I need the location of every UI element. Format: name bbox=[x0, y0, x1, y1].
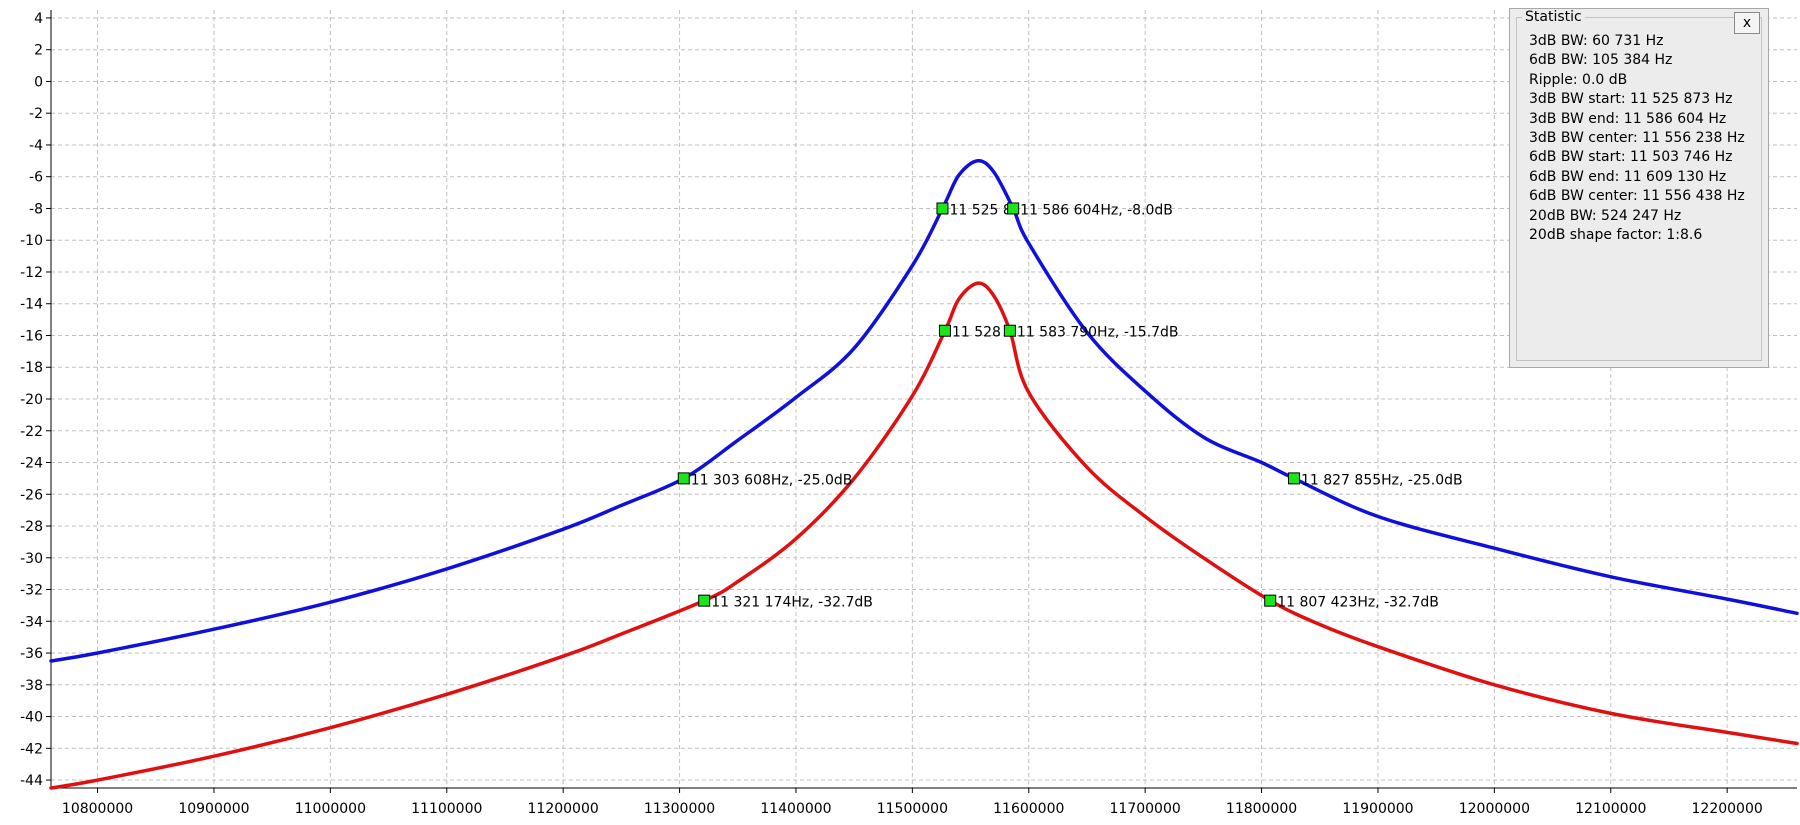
x-tick-label: 11700000 bbox=[1110, 801, 1181, 817]
marker-point bbox=[938, 324, 951, 337]
x-tick-label: 10900000 bbox=[178, 801, 249, 817]
x-tick-label: 11500000 bbox=[877, 801, 948, 817]
marker-point bbox=[1264, 594, 1277, 607]
marker-label: 11 586 604Hz, -8.0dB bbox=[1020, 202, 1173, 218]
y-tick-label: -34 bbox=[20, 614, 43, 630]
marker-point bbox=[936, 202, 949, 215]
statistic-line: 3dB BW: 60 731 Hz bbox=[1529, 33, 1664, 49]
marker-label: 11 528 bbox=[952, 325, 1001, 341]
statistic-line: 3dB BW start: 11 525 873 Hz bbox=[1529, 91, 1733, 108]
y-tick-label: -38 bbox=[20, 678, 43, 694]
series-line-2 bbox=[49, 281, 1799, 790]
y-tick-label: -4 bbox=[29, 138, 43, 154]
statistic-line: 6dB BW end: 11 609 130 Hz bbox=[1529, 168, 1727, 185]
series bbox=[49, 159, 1799, 790]
statistic-title: Statistic bbox=[1522, 9, 1585, 25]
statistic-line: Ripple: 0.0 dB bbox=[1529, 71, 1628, 88]
y-tick-label: -40 bbox=[20, 710, 43, 726]
marker-label: 11 303 608Hz, -25.0dB bbox=[691, 472, 853, 488]
statistic-line: 3dB BW end: 11 586 604 Hz bbox=[1529, 110, 1727, 127]
grid bbox=[51, 10, 1797, 788]
x-tick-label: 12200000 bbox=[1692, 801, 1763, 817]
statistic-panel[interactable]: Statistic x 3dB BW: 60 731 Hz 6dB BW: 105… bbox=[1509, 8, 1769, 368]
y-tick-label: -44 bbox=[20, 773, 43, 789]
statistic-line: 6dB BW center: 11 556 438 Hz bbox=[1529, 188, 1745, 205]
y-tick-label: 0 bbox=[34, 74, 43, 90]
marker: 11 528 bbox=[938, 324, 1001, 341]
statistic-line: 20dB BW: 524 247 Hz bbox=[1529, 207, 1682, 224]
y-tick-label: -12 bbox=[20, 265, 43, 281]
y-tick-label: -30 bbox=[20, 551, 43, 567]
marker-point bbox=[1003, 324, 1016, 337]
y-tick-label: -32 bbox=[20, 583, 43, 599]
marker: 11 827 855Hz, -25.0dB bbox=[1287, 472, 1463, 488]
y-tick-label: -18 bbox=[20, 360, 43, 376]
markers: 11 525 8 11 586 604Hz, -8.0dB 11 528 11 583… bbox=[677, 202, 1463, 611]
marker-point bbox=[1287, 472, 1300, 485]
statistic-line: 6dB BW: 105 384 Hz bbox=[1529, 52, 1673, 69]
x-tick-label: 11000000 bbox=[295, 801, 366, 817]
marker-label: 11 321 174Hz, -32.7dB bbox=[711, 595, 873, 611]
statistic-lines: 3dB BW: 60 731 Hz 6dB BW: 105 384 Hz Rippl… bbox=[1529, 32, 1745, 245]
close-button[interactable]: x bbox=[1734, 12, 1760, 34]
marker-point bbox=[677, 472, 690, 485]
y-tick-label: -10 bbox=[20, 233, 43, 249]
x-tick-label: 12000000 bbox=[1459, 801, 1530, 817]
y-tick-labels: 4 2 0 -2 -4 -6 -8 -10 -12 -14 -16 -18 -20 -22 -24 -26 -2… bbox=[20, 11, 43, 789]
x-tick-labels: 10800000 10900000 11000000 11100000 11200000… bbox=[62, 801, 1763, 817]
marker-point bbox=[698, 594, 711, 607]
y-tick-label: -36 bbox=[20, 646, 43, 662]
y-tick-label: -8 bbox=[29, 201, 43, 217]
marker: 11 525 8 bbox=[936, 202, 1012, 218]
x-tick-label: 11600000 bbox=[993, 801, 1064, 817]
series-line-1 bbox=[49, 159, 1799, 663]
statistic-line: 20dB shape factor: 1:8.6 bbox=[1529, 227, 1703, 244]
y-tick-label: -2 bbox=[29, 106, 43, 122]
statistic-line: 6dB BW start: 11 503 746 Hz bbox=[1529, 149, 1733, 166]
y-tick-label: -28 bbox=[20, 519, 43, 535]
y-tick-label: -20 bbox=[20, 392, 43, 408]
marker: 11 807 423Hz, -32.7dB bbox=[1264, 594, 1439, 611]
x-tick-label: 11300000 bbox=[644, 801, 715, 817]
marker-label: 11 525 8 bbox=[949, 202, 1011, 218]
x-tick-label: 11900000 bbox=[1342, 801, 1413, 817]
marker: 11 586 604Hz, -8.0dB bbox=[1007, 202, 1173, 218]
y-tick-label: -24 bbox=[20, 456, 43, 472]
axes bbox=[46, 10, 1797, 793]
x-tick-label: 11200000 bbox=[528, 801, 599, 817]
x-tick-label: 12100000 bbox=[1575, 801, 1646, 817]
marker-label: 11 583 790Hz, -15.7dB bbox=[1017, 325, 1179, 341]
y-tick-label: -14 bbox=[20, 297, 43, 313]
x-tick-label: 11400000 bbox=[760, 801, 831, 817]
marker: 11 321 174Hz, -32.7dB bbox=[698, 594, 873, 611]
x-tick-label: 11100000 bbox=[411, 801, 482, 817]
marker-point bbox=[1007, 202, 1020, 215]
y-tick-label: -22 bbox=[20, 424, 43, 440]
x-tick-label: 10800000 bbox=[62, 801, 133, 817]
y-tick-label: -26 bbox=[20, 487, 43, 503]
statistic-frame bbox=[1516, 17, 1762, 361]
y-tick-label: 2 bbox=[34, 43, 43, 59]
marker: 11 583 790Hz, -15.7dB bbox=[1003, 324, 1179, 341]
marker-label: 11 827 855Hz, -25.0dB bbox=[1301, 472, 1463, 488]
marker: 11 303 608Hz, -25.0dB bbox=[677, 472, 853, 488]
y-tick-label: 4 bbox=[34, 11, 43, 27]
x-tick-label: 11800000 bbox=[1226, 801, 1297, 817]
y-tick-label: -16 bbox=[20, 328, 43, 344]
y-tick-label: -6 bbox=[29, 170, 43, 186]
y-tick-label: -42 bbox=[20, 741, 43, 757]
marker-label: 11 807 423Hz, -32.7dB bbox=[1277, 595, 1439, 611]
statistic-line: 3dB BW center: 11 556 238 Hz bbox=[1529, 130, 1745, 147]
